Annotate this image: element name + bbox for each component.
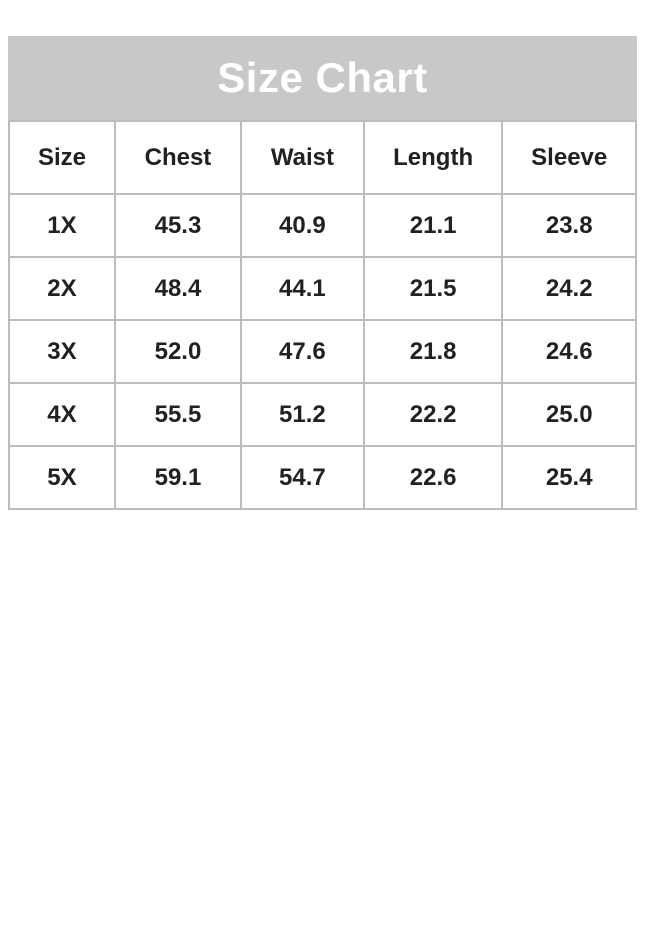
cell-size: 3X: [8, 319, 116, 384]
cell-length: 21.8: [362, 319, 504, 384]
size-chart-table: Size Chest Waist Length Sleeve 1X 45.3 4…: [8, 120, 637, 510]
column-header-sleeve: Sleeve: [501, 120, 637, 195]
cell-size: 5X: [8, 445, 116, 510]
table-row: 4X 55.5 51.2 22.2 25.0: [8, 382, 637, 447]
size-chart-title: Size Chart: [8, 36, 637, 120]
cell-chest: 55.5: [113, 382, 242, 447]
cell-sleeve: 23.8: [501, 193, 637, 258]
cell-chest: 45.3: [113, 193, 242, 258]
cell-chest: 48.4: [113, 256, 242, 321]
cell-waist: 44.1: [239, 256, 365, 321]
cell-chest: 52.0: [113, 319, 242, 384]
cell-length: 22.2: [362, 382, 504, 447]
column-header-length: Length: [362, 120, 504, 195]
cell-length: 22.6: [362, 445, 504, 510]
cell-length: 21.1: [362, 193, 504, 258]
column-header-chest: Chest: [113, 120, 242, 195]
table-row: 1X 45.3 40.9 21.1 23.8: [8, 193, 637, 258]
size-chart: Size Chart Size Chest Waist Length Sleev…: [8, 36, 637, 510]
cell-waist: 54.7: [239, 445, 365, 510]
cell-sleeve: 24.6: [501, 319, 637, 384]
cell-size: 2X: [8, 256, 116, 321]
cell-size: 1X: [8, 193, 116, 258]
cell-sleeve: 25.0: [501, 382, 637, 447]
table-row: 2X 48.4 44.1 21.5 24.2: [8, 256, 637, 321]
table-header-row: Size Chest Waist Length Sleeve: [8, 120, 637, 195]
cell-sleeve: 25.4: [501, 445, 637, 510]
cell-length: 21.5: [362, 256, 504, 321]
cell-waist: 47.6: [239, 319, 365, 384]
table-row: 5X 59.1 54.7 22.6 25.4: [8, 445, 637, 510]
column-header-waist: Waist: [239, 120, 365, 195]
table-row: 3X 52.0 47.6 21.8 24.6: [8, 319, 637, 384]
column-header-size: Size: [8, 120, 116, 195]
cell-chest: 59.1: [113, 445, 242, 510]
cell-size: 4X: [8, 382, 116, 447]
cell-waist: 40.9: [239, 193, 365, 258]
cell-sleeve: 24.2: [501, 256, 637, 321]
cell-waist: 51.2: [239, 382, 365, 447]
